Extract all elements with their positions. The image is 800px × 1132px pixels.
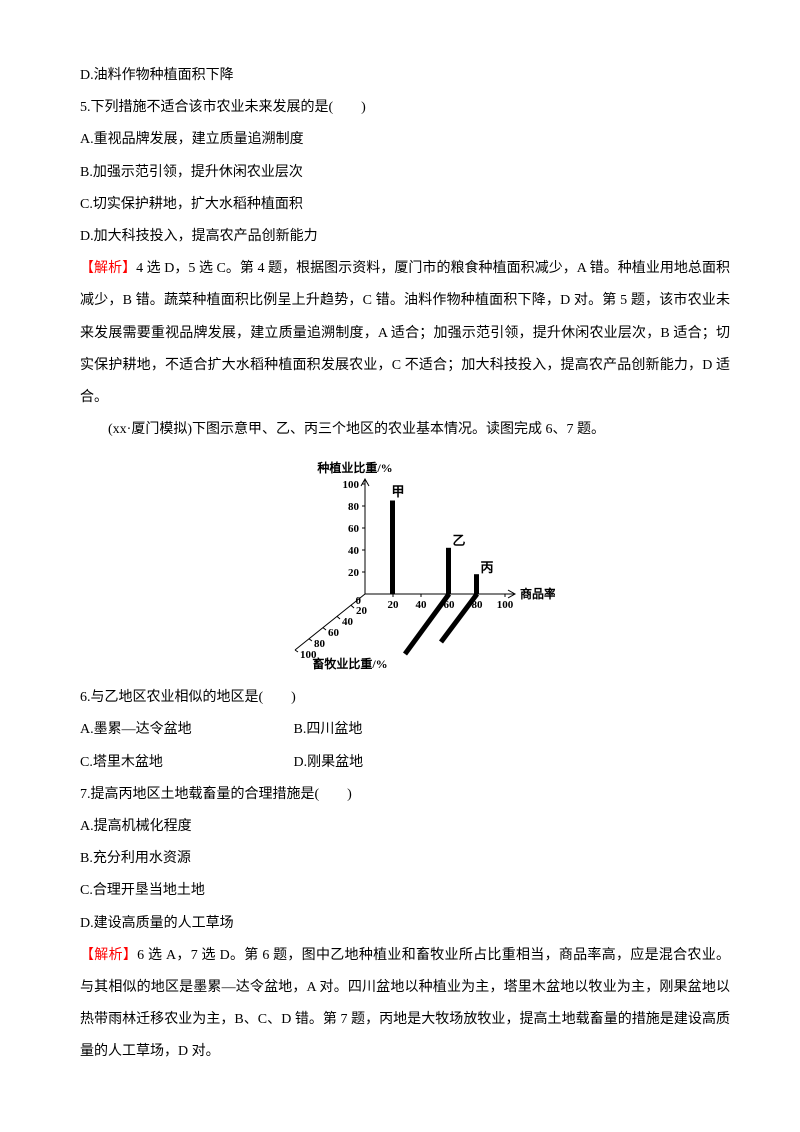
q6-option-d: D.刚果盆地 bbox=[294, 755, 364, 770]
chart-svg: 20 40 60 80 100 20 40 60 80 100 20 40 60… bbox=[255, 454, 555, 674]
chart-yticklabels: 20 40 60 80 100 bbox=[343, 479, 360, 579]
q6-option-b: B.四川盆地 bbox=[294, 722, 363, 737]
q6-options-ab: A.墨累—达令盆地 B.四川盆地 bbox=[80, 714, 730, 746]
svg-text:100: 100 bbox=[343, 479, 360, 491]
chart-3axis: 20 40 60 80 100 20 40 60 80 100 20 40 60… bbox=[80, 454, 730, 678]
q7-option-a: A.提高机械化程度 bbox=[80, 811, 730, 843]
q7-option-b: B.充分利用水资源 bbox=[80, 843, 730, 875]
analysis-4-5-body: 4 选 D，5 选 C。第 4 题，根据图示资料，厦门市的粮食种植面积减少，A … bbox=[80, 261, 730, 405]
svg-text:40: 40 bbox=[348, 545, 360, 557]
q4-option-d: D.油料作物种植面积下降 bbox=[80, 60, 730, 92]
svg-text:40: 40 bbox=[416, 599, 428, 611]
q5-option-d: D.加大科技投入，提高农产品创新能力 bbox=[80, 221, 730, 253]
q6-option-a: A.墨累—达令盆地 bbox=[80, 714, 290, 746]
analysis-4-5-label: 【解析】 bbox=[80, 261, 136, 276]
analysis-4-5: 【解析】4 选 D，5 选 C。第 4 题，根据图示资料，厦门市的粮食种植面积减… bbox=[80, 253, 730, 414]
bar-yi bbox=[446, 548, 451, 594]
chart-xlticklabels: 20 40 60 80 100 bbox=[300, 605, 368, 661]
chart-bars bbox=[390, 501, 479, 655]
analysis-6-7-label: 【解析】 bbox=[80, 948, 137, 963]
bar-bing-label: 丙 bbox=[480, 560, 493, 575]
analysis-6-7: 【解析】6 选 A，7 选 D。第 6 题，图中乙地种植业和畜牧业所占比重相当，… bbox=[80, 940, 730, 1069]
q7-option-c: C.合理开垦当地土地 bbox=[80, 875, 730, 907]
q5-option-a: A.重视品牌发展，建立质量追溯制度 bbox=[80, 124, 730, 156]
svg-text:20: 20 bbox=[348, 567, 360, 579]
svg-text:40: 40 bbox=[342, 616, 354, 628]
bar-jia-label: 甲 bbox=[391, 484, 404, 499]
chart-axis-labels: 种植业比重/% 商品率/% 畜牧业比重/% bbox=[312, 460, 555, 671]
svg-text:80: 80 bbox=[348, 501, 360, 513]
intro-6-7: (xx·厦门模拟)下图示意甲、乙、丙三个地区的农业基本情况。读图完成 6、7 题… bbox=[80, 414, 730, 446]
q5-option-c: C.切实保护耕地，扩大水稻种植面积 bbox=[80, 189, 730, 221]
chart-xl-label: 畜牧业比重/% bbox=[312, 656, 387, 671]
q6-stem: 6.与乙地区农业相似的地区是( ) bbox=[80, 682, 730, 714]
chart-xr-label: 商品率/% bbox=[520, 586, 555, 601]
chart-xrticklabels: 20 40 60 80 100 bbox=[388, 599, 514, 611]
q5-option-b: B.加强示范引领，提升休闲农业层次 bbox=[80, 157, 730, 189]
q5-stem: 5.下列措施不适合该市农业未来发展的是( ) bbox=[80, 92, 730, 124]
analysis-6-7-body: 6 选 A，7 选 D。第 6 题，图中乙地种植业和畜牧业所占比重相当，商品率高… bbox=[80, 948, 730, 1060]
svg-text:20: 20 bbox=[388, 599, 400, 611]
svg-text:60: 60 bbox=[348, 523, 360, 535]
svg-text:60: 60 bbox=[328, 627, 340, 639]
q7-option-d: D.建设高质量的人工草场 bbox=[80, 908, 730, 940]
q6-option-c: C.塔里木盆地 bbox=[80, 747, 290, 779]
bar-jia bbox=[390, 501, 395, 595]
svg-text:100: 100 bbox=[497, 599, 514, 611]
q6-options-cd: C.塔里木盆地 D.刚果盆地 bbox=[80, 747, 730, 779]
chart-bar-labels: 甲 乙 丙 bbox=[391, 484, 493, 575]
bar-yi-label: 乙 bbox=[452, 533, 465, 548]
q7-stem: 7.提高丙地区土地载畜量的合理措施是( ) bbox=[80, 779, 730, 811]
chart-y-label: 种植业比重/% bbox=[316, 460, 392, 475]
chart-origin-zero: 0 bbox=[356, 595, 362, 607]
bar-bing bbox=[474, 574, 479, 594]
